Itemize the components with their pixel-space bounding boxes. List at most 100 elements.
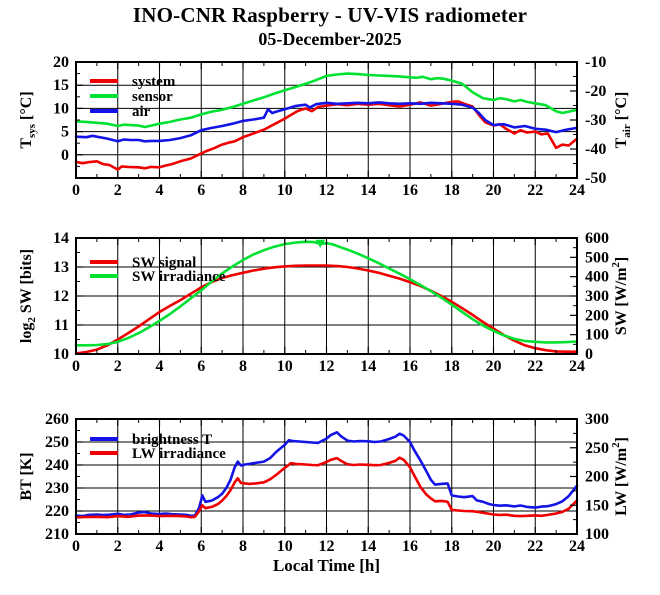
y-right-tick-label: 200 [585,469,609,486]
x-tick-label: 24 [569,538,585,555]
series-line-brightness-t [74,431,579,518]
y-left-tick-label: 10 [53,100,69,117]
series-line-sensor [74,72,579,129]
y-right-tick-label: 150 [585,497,609,514]
y-right-tick-label: 500 [585,249,609,266]
x-tick-label: 20 [486,358,502,375]
y-left-tick-label: 220 [45,503,69,520]
legend-label-system: system [132,74,176,90]
y-left-tick-label: 240 [45,457,69,474]
page-subtitle: 05-December-2025 [258,29,402,49]
x-tick-label: 24 [569,358,585,375]
x-tick-label: 16 [402,358,418,375]
y-left-tick-label: 11 [54,317,69,334]
x-tick-label: 0 [72,182,80,199]
x-tick-label: 12 [319,182,335,199]
x-tick-label: 4 [156,358,164,375]
y-left-tick-label: 20 [53,54,69,71]
x-tick-label: 4 [156,538,164,555]
x-tick-label: 18 [444,182,460,199]
y-right-tick-label: 100 [585,526,609,543]
y-left-tick-label: 10 [53,346,69,363]
y-left-tick-label: 230 [45,480,69,497]
x-tick-label: 22 [527,538,543,555]
x-tick-label: 20 [486,538,502,555]
x-tick-label: 12 [319,538,335,555]
x-tick-label: 8 [239,358,247,375]
y-right-tick-label: -10 [585,54,606,71]
x-tick-label: 18 [444,358,460,375]
y-left-tick-label: 14 [53,230,69,247]
y-right-tick-label: 100 [585,327,609,344]
y-right-axis-title: SW [W/m2] [610,257,630,336]
x-tick-label: 8 [239,182,247,199]
x-tick-label: 22 [527,358,543,375]
y-right-tick-label: -20 [585,83,606,100]
y-left-tick-label: 210 [45,526,69,543]
chart-panel-longwave: 0 2 4 6 8 10 12 14 16 18 20 22 242102202302402502601… [18,411,630,555]
y-left-axis-title: log2 SW [bits] [18,249,38,343]
legend-label-air: air [132,104,151,120]
y-left-tick-label: 260 [45,411,69,428]
legend-label-sw-irradiance: SW irradiance [132,269,226,285]
y-right-tick-label: 0 [585,346,593,363]
y-right-tick-label: 300 [585,288,609,305]
series-line-lw-irradiance [74,456,579,519]
series-line-system [74,100,579,171]
y-right-tick-label: 200 [585,307,609,324]
y-right-tick-label: 250 [585,440,609,457]
x-tick-label: 2 [114,358,122,375]
y-right-tick-label: -30 [585,112,606,129]
y-left-tick-label: 13 [53,259,69,276]
y-right-tick-label: -50 [585,170,606,187]
y-right-tick-label: 300 [585,411,609,428]
x-tick-label: 20 [486,182,502,199]
y-right-tick-label: -40 [585,141,606,158]
x-tick-label: 0 [72,538,80,555]
y-right-tick-label: 400 [585,269,609,286]
x-tick-label: 8 [239,538,247,555]
x-tick-label: 16 [402,182,418,199]
legend-label-brightness-t: brightness T [132,432,212,448]
y-left-tick-label: 0 [61,147,69,164]
x-tick-label: 14 [360,182,376,199]
x-tick-label: 24 [569,182,585,199]
series-line-sw-signal [74,264,579,355]
y-left-axis-title: Tsys [°C] [18,91,38,148]
page-title: INO-CNR Raspberry - UV-VIS radiometer [132,3,528,27]
y-right-tick-label: 600 [585,230,609,247]
x-tick-label: 2 [114,182,122,199]
y-left-axis-title: BT [K] [18,452,35,500]
x-tick-label: 18 [444,538,460,555]
x-tick-label: 12 [319,358,335,375]
x-tick-label: 14 [360,358,376,375]
x-tick-label: 2 [114,538,122,555]
chart-panel-temperatures: 0 2 4 6 8 10 12 14 16 18 20 22 2405101520-50-40-30-2… [18,54,633,199]
x-tick-label: 22 [527,182,543,199]
legend-label-lw-irradiance: LW irradiance [132,446,226,462]
x-tick-label: 14 [360,538,376,555]
y-left-tick-label: 15 [53,77,69,94]
y-left-tick-label: 5 [61,124,69,141]
y-right-axis-title: LW [W/m2] [610,437,630,516]
x-axis-title: Local Time [h] [272,556,381,575]
chart-panel-shortwave: 0 2 4 6 8 10 12 14 16 18 20 22 241011121314010020030… [18,230,630,375]
x-tick-label: 4 [156,182,164,199]
x-tick-label: 0 [72,358,80,375]
x-tick-label: 16 [402,538,418,555]
x-tick-label: 10 [277,358,293,375]
legend-label-sensor: sensor [132,89,173,105]
x-tick-label: 6 [197,182,205,199]
y-left-tick-label: 12 [53,288,69,305]
x-tick-label: 6 [197,358,205,375]
x-tick-label: 10 [277,182,293,199]
legend-label-sw-signal: SW signal [132,255,196,271]
series-line-air [74,101,579,143]
x-tick-label: 6 [197,538,205,555]
series-marker [315,239,326,248]
x-tick-label: 10 [277,538,293,555]
y-left-tick-label: 250 [45,434,69,451]
y-right-axis-title: Tair [°C] [613,92,633,149]
